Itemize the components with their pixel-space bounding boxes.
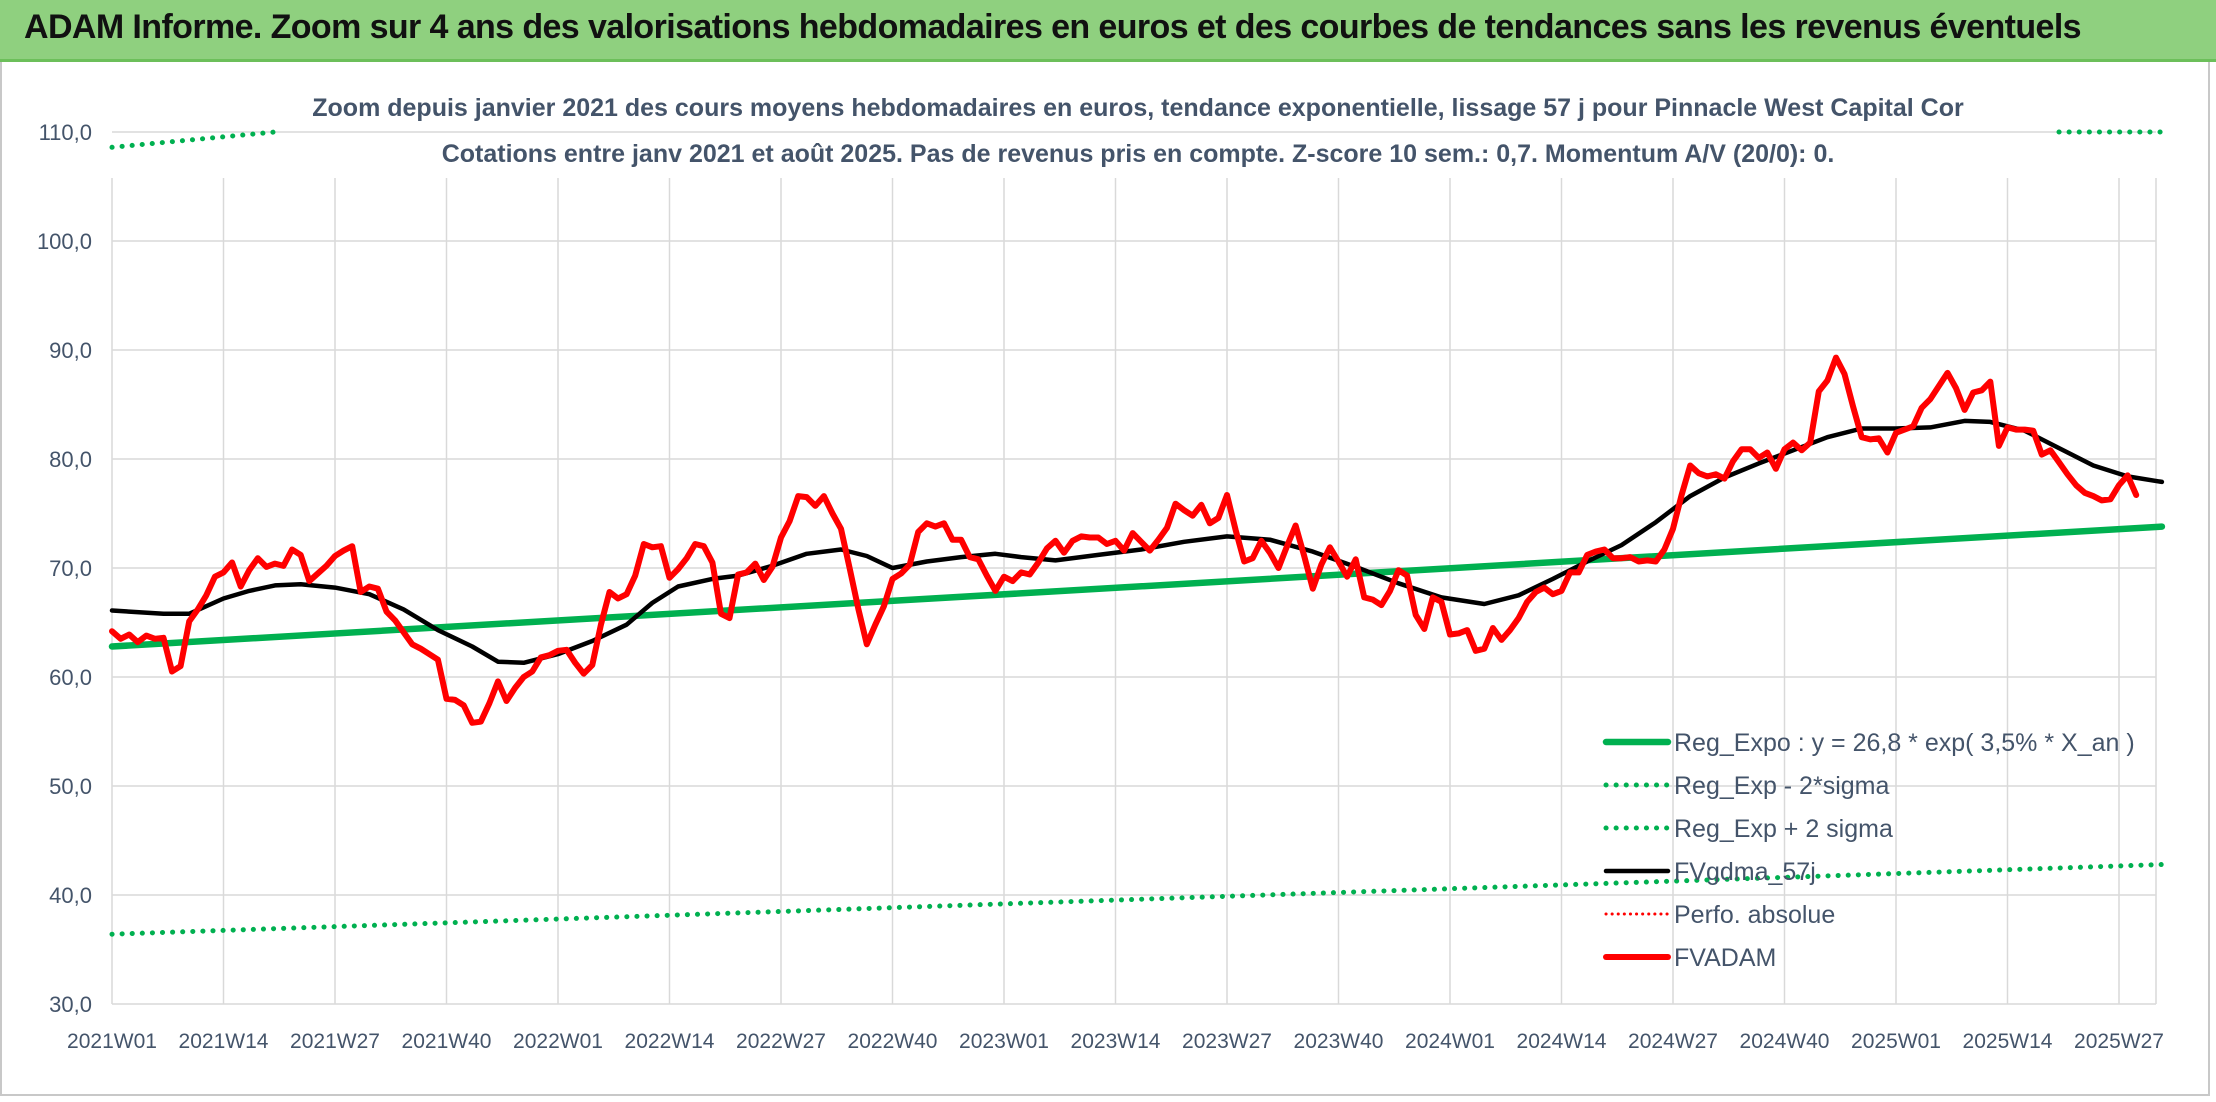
y-tick-label: 70,0 xyxy=(49,556,92,581)
x-tick-label: 2024W40 xyxy=(1740,1030,1830,1053)
y-tick-label: 30,0 xyxy=(49,992,92,1017)
grid-lines xyxy=(111,131,2157,1005)
x-tick-label: 2025W01 xyxy=(1851,1030,1941,1053)
x-tick-label: 2025W14 xyxy=(1963,1030,2053,1053)
x-tick-label: 2025W27 xyxy=(2074,1030,2164,1053)
x-tick-label: 2021W14 xyxy=(179,1030,269,1053)
x-tick-label: 2023W27 xyxy=(1182,1030,1272,1053)
x-tick-label: 2023W14 xyxy=(1071,1030,1161,1053)
chart-title: Zoom depuis janvier 2021 des cours moyen… xyxy=(312,94,1964,122)
legend-label: FVADAM xyxy=(1674,944,1776,972)
x-tick-label: 2022W14 xyxy=(625,1030,715,1053)
legend-label: Reg_Exp - 2*sigma xyxy=(1674,772,1889,800)
x-tick-label: 2024W14 xyxy=(1517,1030,1607,1053)
y-tick-label: 40,0 xyxy=(49,883,92,908)
y-axis-ticks: 30,0 40,0 50,0 60,0 70,0 80,0 90,0 100,0 110,0 xyxy=(37,120,92,1017)
x-tick-label: 2022W01 xyxy=(513,1030,603,1053)
y-tick-label: 60,0 xyxy=(49,665,92,690)
x-tick-label: 2023W40 xyxy=(1294,1030,1384,1053)
legend-label: Reg_Exp + 2 sigma xyxy=(1674,815,1893,843)
report-title: ADAM Informe. Zoom sur 4 ans des valoris… xyxy=(24,8,2082,46)
reg-exp-minus-2sigma-line xyxy=(109,862,2165,937)
fvgdma-line xyxy=(109,418,2165,666)
reg-expo-line xyxy=(108,523,2166,650)
y-tick-label: 50,0 xyxy=(49,774,92,799)
legend-label: FVgdma_57j xyxy=(1674,858,1816,886)
fvadam-line xyxy=(109,354,2140,726)
x-tick-label: 2022W40 xyxy=(848,1030,938,1053)
y-tick-label: 110,0 xyxy=(39,120,92,145)
y-tick-label: 80,0 xyxy=(49,447,92,472)
x-axis-ticks: 2021W01 2021W14 2021W27 2021W40 2022W01 2022W… xyxy=(67,1030,2164,1053)
x-tick-label: 2024W01 xyxy=(1405,1030,1495,1053)
chart-frame xyxy=(0,62,2210,1096)
x-tick-label: 2024W27 xyxy=(1628,1030,1718,1053)
report-banner: ADAM Informe. Zoom sur 4 ans des valoris… xyxy=(0,0,2216,62)
y-tick-label: 100,0 xyxy=(37,229,92,254)
x-tick-label: 2021W27 xyxy=(290,1030,380,1053)
x-tick-label: 2023W01 xyxy=(959,1030,1049,1053)
legend: Reg_Expo : y = 26,8 * exp( 3,5% * X_an )… xyxy=(1602,729,2135,972)
legend-label: Perfo. absolue xyxy=(1674,901,1835,929)
x-tick-label: 2021W40 xyxy=(402,1030,492,1053)
legend-label: Reg_Expo : y = 26,8 * exp( 3,5% * X_an ) xyxy=(1674,729,2135,757)
chart-subtitle: Cotations entre janv 2021 et août 2025. … xyxy=(442,140,1835,168)
y-tick-label: 90,0 xyxy=(49,338,92,363)
series-lines xyxy=(108,129,2166,937)
x-tick-label: 2021W01 xyxy=(67,1030,157,1053)
x-tick-label: 2022W27 xyxy=(736,1030,826,1053)
reg-exp-plus-2sigma-line xyxy=(109,129,278,150)
